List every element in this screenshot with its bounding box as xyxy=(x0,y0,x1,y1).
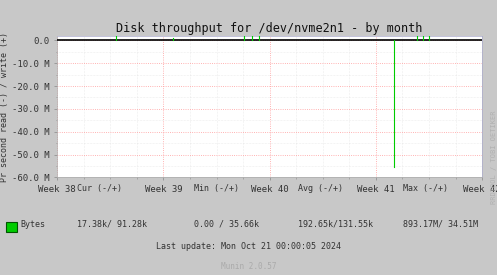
Title: Disk throughput for /dev/nvme2n1 - by month: Disk throughput for /dev/nvme2n1 - by mo… xyxy=(116,21,423,35)
Text: Bytes: Bytes xyxy=(21,220,46,229)
Text: Max (-/+): Max (-/+) xyxy=(403,184,448,193)
Text: Cur (-/+): Cur (-/+) xyxy=(77,184,122,193)
Text: Munin 2.0.57: Munin 2.0.57 xyxy=(221,262,276,271)
Text: 192.65k/131.55k: 192.65k/131.55k xyxy=(298,220,373,229)
Text: 17.38k/ 91.28k: 17.38k/ 91.28k xyxy=(77,220,147,229)
Text: Avg (-/+): Avg (-/+) xyxy=(298,184,343,193)
Y-axis label: Pr second read (-) / write (+): Pr second read (-) / write (+) xyxy=(0,32,9,182)
Text: Last update: Mon Oct 21 00:00:05 2024: Last update: Mon Oct 21 00:00:05 2024 xyxy=(156,242,341,251)
Text: 893.17M/ 34.51M: 893.17M/ 34.51M xyxy=(403,220,478,229)
Text: RRDTOOL / TOBI OETIKER: RRDTOOL / TOBI OETIKER xyxy=(491,110,497,204)
Text: Min (-/+): Min (-/+) xyxy=(194,184,239,193)
Text: 0.00 / 35.66k: 0.00 / 35.66k xyxy=(194,220,259,229)
